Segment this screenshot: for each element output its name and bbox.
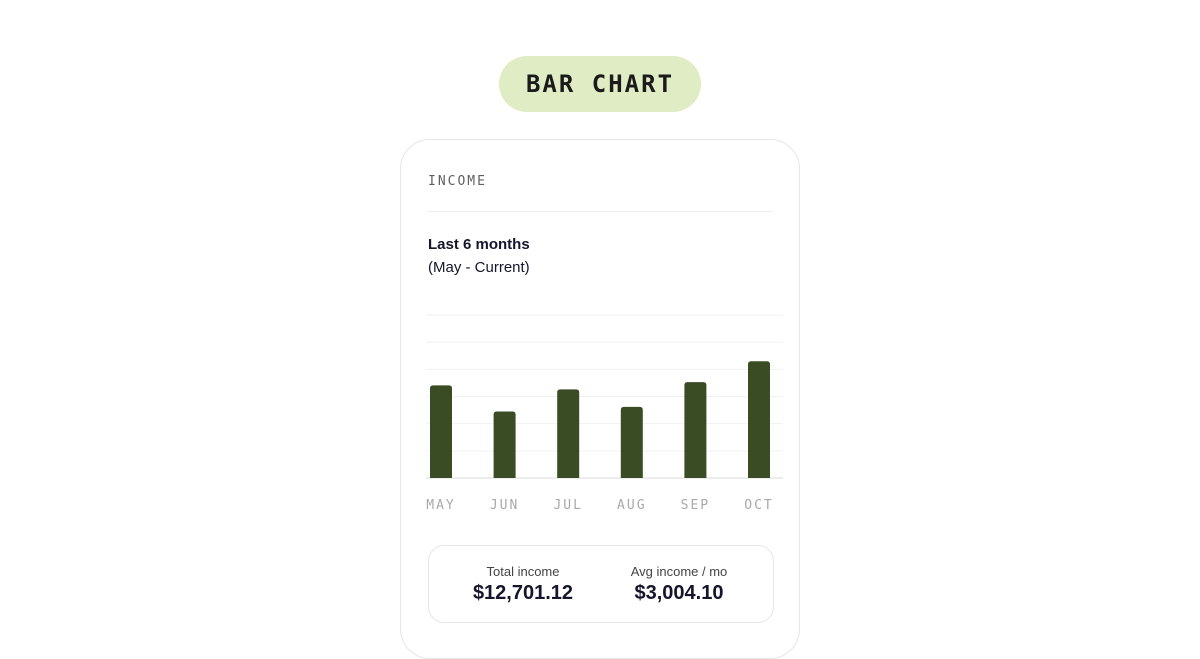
avg-income-label: Avg income / mo <box>630 564 728 579</box>
x-tick-label: AUG <box>617 498 646 513</box>
period-subtitle: Last 6 months (May - Current) <box>428 233 530 279</box>
chart-type-badge: BAR CHART <box>499 56 701 112</box>
bar-aug <box>620 406 643 478</box>
bar-may <box>430 385 452 478</box>
total-income-value: $12,701.12 <box>472 582 574 604</box>
bar-sep <box>684 382 707 478</box>
bar-oct <box>748 361 770 478</box>
bar-jul <box>557 389 580 478</box>
period-title: Last 6 months <box>428 236 530 253</box>
period-range: (May - Current) <box>428 259 530 276</box>
x-tick-label: OCT <box>744 498 773 513</box>
income-card: INCOME Last 6 months (May - Current) MAY… <box>400 139 800 659</box>
income-bar-chart: MAY JUN JUL AUG SEP OCT <box>426 314 783 513</box>
total-income-stat: Total income $12,701.12 <box>443 546 603 605</box>
avg-income-stat: Avg income / mo $3,004.10 <box>599 546 759 605</box>
x-tick-label: MAY <box>426 498 455 513</box>
avg-income-value: $3,004.10 <box>634 582 724 604</box>
card-divider <box>428 211 772 212</box>
bar-jun <box>493 411 516 478</box>
income-summary: Total income $12,701.12 Avg income / mo … <box>428 545 774 623</box>
total-income-label: Total income <box>486 564 560 579</box>
x-tick-label: SEP <box>681 498 710 513</box>
x-tick-label: JUL <box>553 498 582 513</box>
card-label: INCOME <box>428 174 487 189</box>
x-tick-label: JUN <box>490 498 519 513</box>
